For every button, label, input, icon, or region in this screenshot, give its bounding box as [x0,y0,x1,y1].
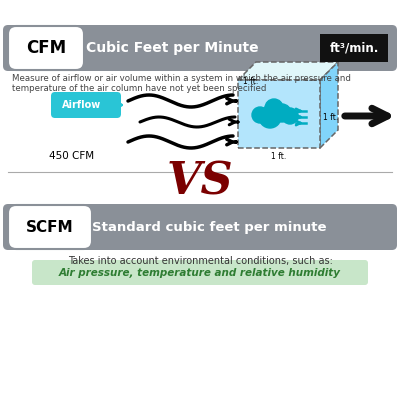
FancyBboxPatch shape [32,260,368,285]
Text: 450 CFM: 450 CFM [50,151,94,161]
Polygon shape [320,62,338,148]
Text: 1 ft.: 1 ft. [243,77,258,86]
Circle shape [282,108,298,124]
FancyBboxPatch shape [8,26,84,70]
Circle shape [252,107,268,123]
Circle shape [259,106,281,128]
Circle shape [273,104,291,122]
Text: 1 ft.: 1 ft. [323,112,338,122]
Text: 1 ft.: 1 ft. [271,152,287,161]
Text: SCFM: SCFM [26,220,74,234]
FancyBboxPatch shape [238,80,320,148]
Text: Measure of airflow or air volume within a system in which the air pressure and: Measure of airflow or air volume within … [12,74,351,83]
Text: ft³/min.: ft³/min. [329,42,379,54]
Text: VS: VS [167,160,233,204]
Text: CFM: CFM [26,39,66,57]
Text: Cubic Feet per Minute: Cubic Feet per Minute [86,41,259,55]
FancyBboxPatch shape [3,25,397,71]
Text: Airflow: Airflow [62,100,102,110]
Polygon shape [238,62,338,80]
Text: Air pressure, temperature and relative humidity: Air pressure, temperature and relative h… [59,268,341,278]
Text: temperature of the air column have not yet been specified: temperature of the air column have not y… [12,84,266,93]
FancyBboxPatch shape [3,204,397,250]
FancyBboxPatch shape [320,34,388,62]
FancyBboxPatch shape [8,205,92,249]
Circle shape [265,99,283,117]
Text: Standard cubic feet per minute: Standard cubic feet per minute [92,220,326,234]
Text: Takes into account environmental conditions, such as:: Takes into account environmental conditi… [68,256,332,266]
FancyBboxPatch shape [51,92,121,118]
